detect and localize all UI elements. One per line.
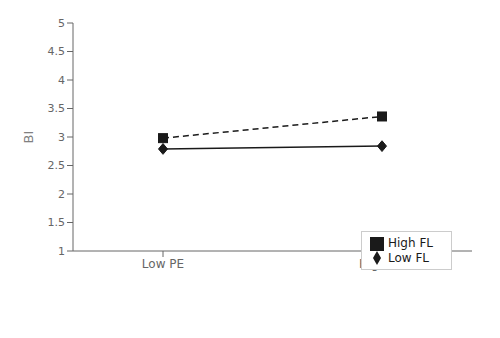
svg-text:4.5: 4.5 bbox=[48, 45, 66, 58]
svg-text:1: 1 bbox=[58, 245, 65, 258]
html-text:Low FL: Low FL bbox=[388, 250, 430, 265]
svg-text:BI: BI bbox=[21, 131, 36, 144]
svg-text:1.5: 1.5 bbox=[48, 216, 66, 229]
svg-text:5: 5 bbox=[58, 17, 65, 30]
html-text:High FL: High FL bbox=[388, 236, 433, 250]
svg-text:3.5: 3.5 bbox=[48, 102, 66, 115]
svg-text:2.5: 2.5 bbox=[48, 159, 66, 172]
svg-text:2: 2 bbox=[58, 188, 65, 201]
svg-text:3: 3 bbox=[58, 131, 65, 144]
svg-text:4: 4 bbox=[58, 74, 65, 87]
svg-text:High PE: High PE bbox=[359, 257, 405, 271]
svg-text:Low PE: Low PE bbox=[142, 257, 184, 271]
